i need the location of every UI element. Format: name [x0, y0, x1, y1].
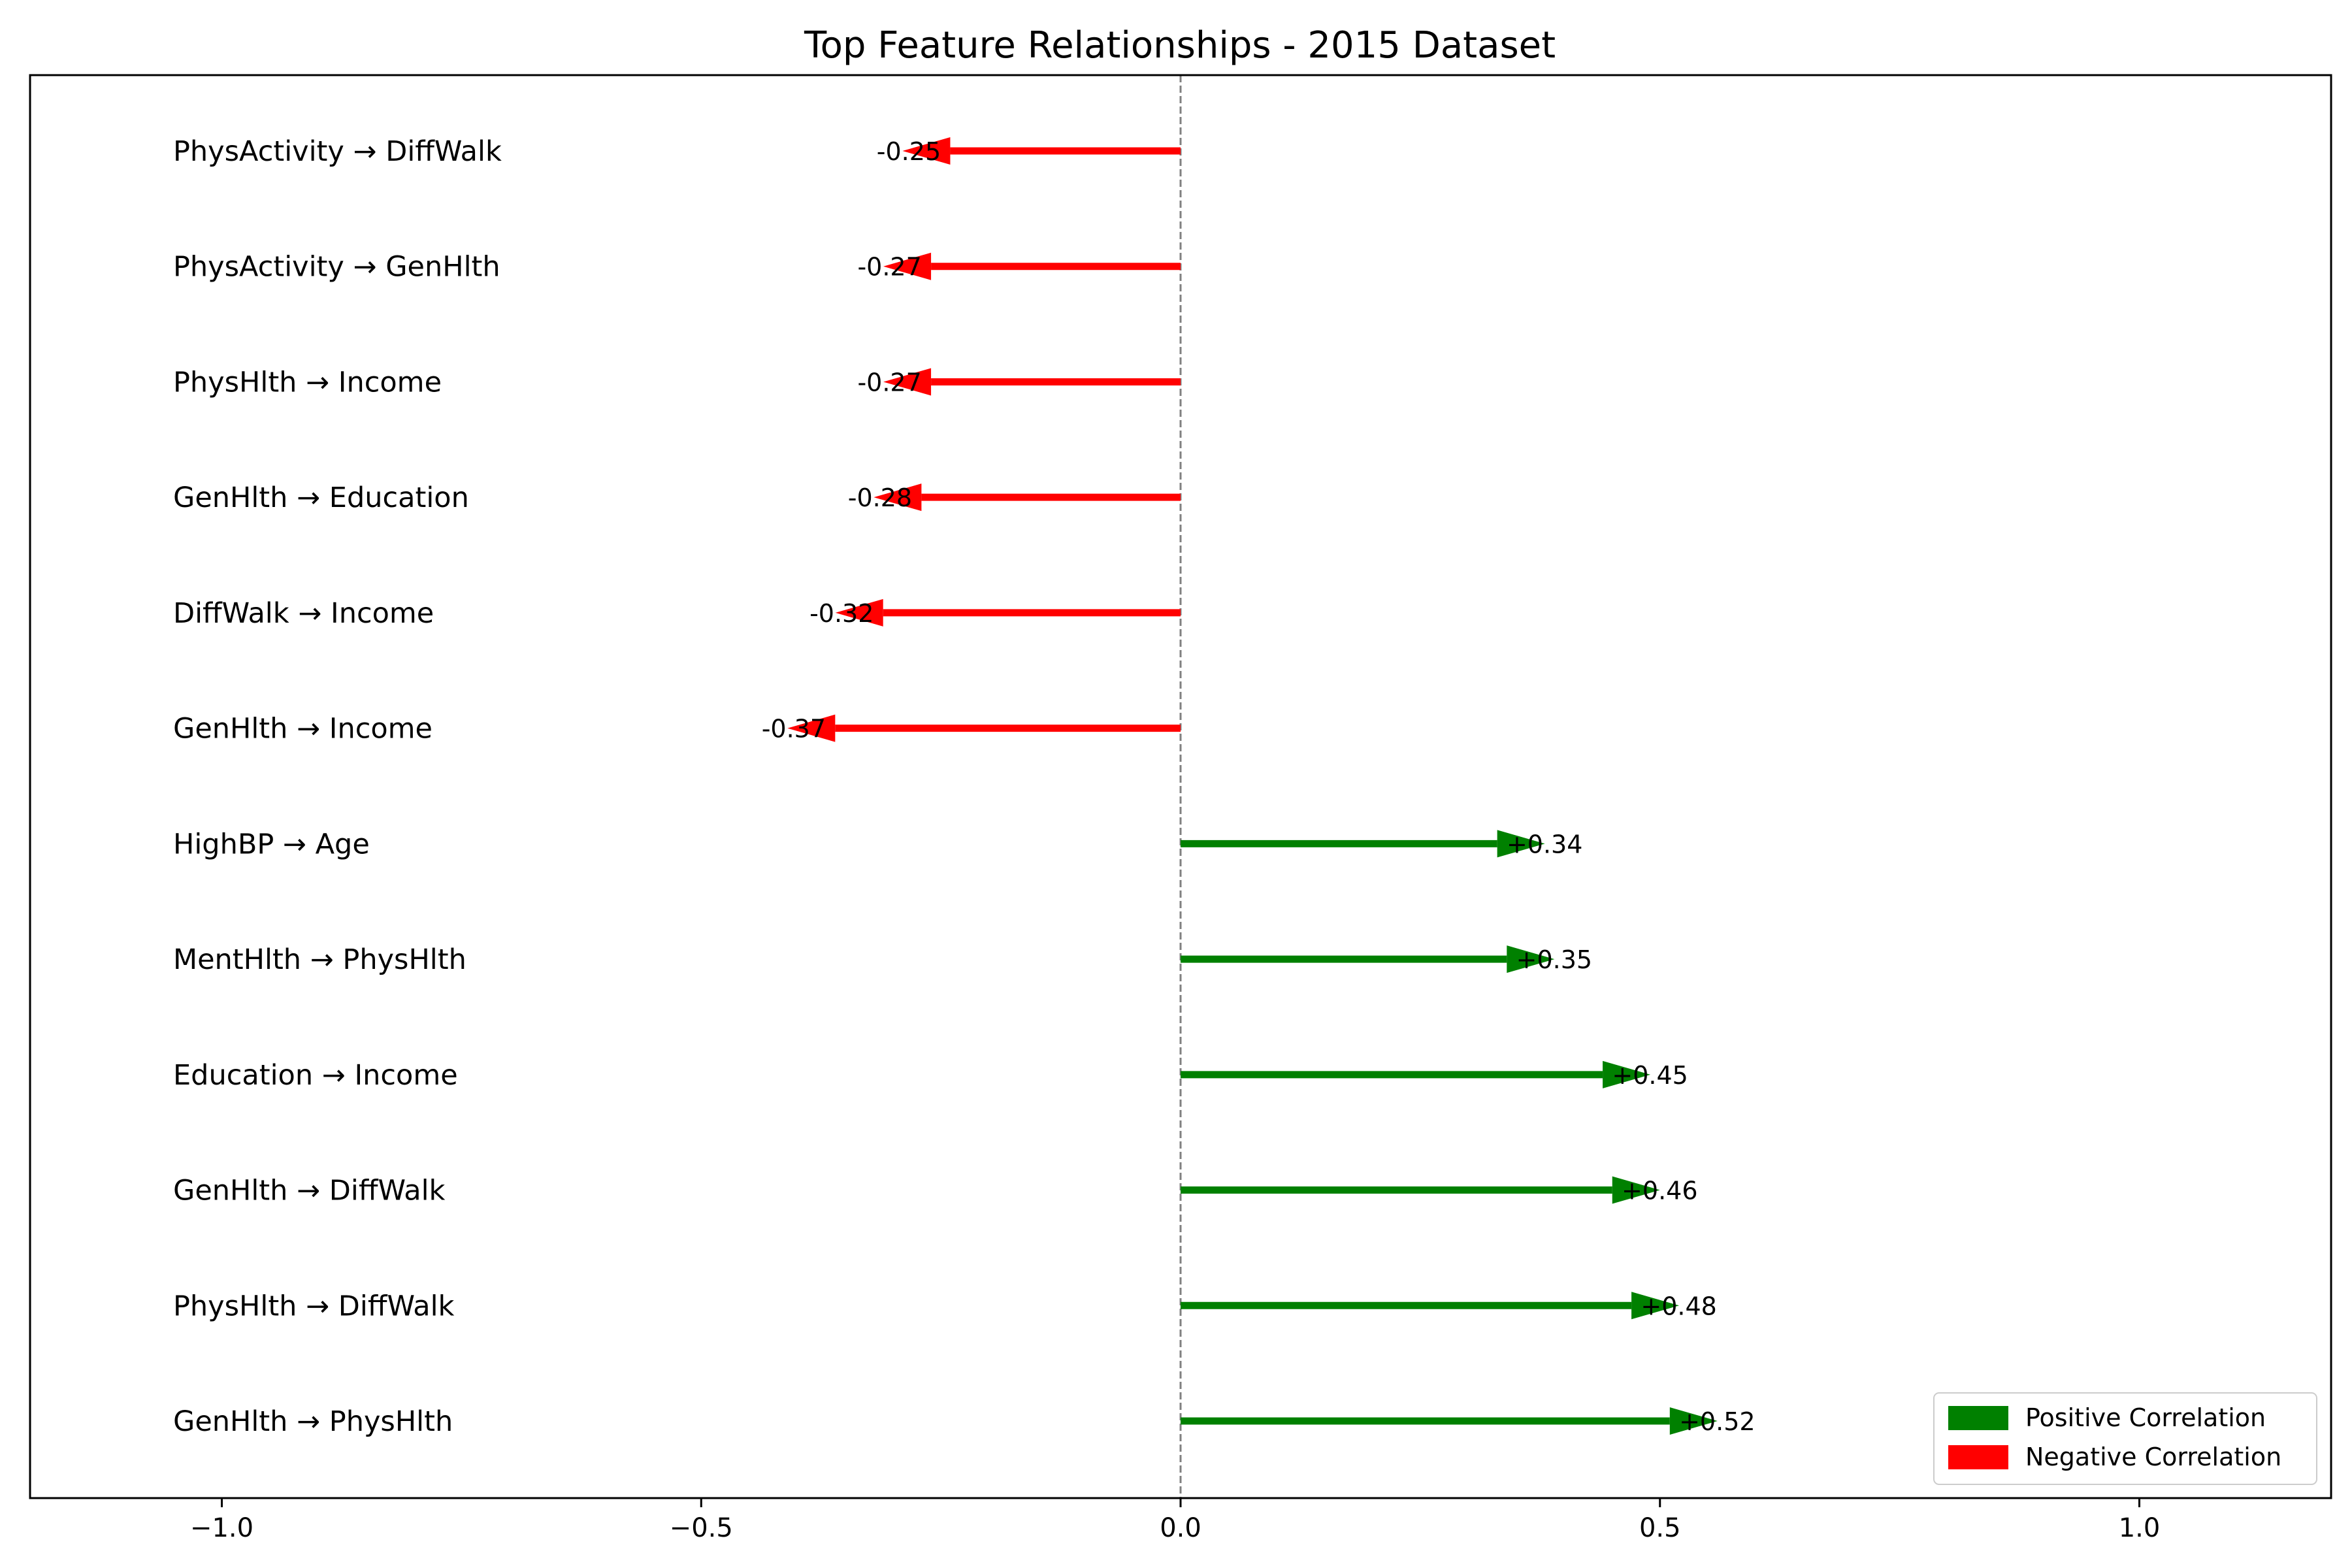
relationship-label: MentHlth → PhysHlth: [173, 943, 466, 976]
x-axis: −1.0 −0.5 0.0 0.5 1.0: [190, 1498, 2160, 1543]
value-label: -0.25: [877, 137, 941, 166]
x-tick-label: −1.0: [190, 1513, 253, 1543]
relationship-label: GenHlth → Income: [173, 713, 433, 745]
value-label: -0.28: [848, 483, 912, 512]
x-tick-label: −0.5: [670, 1513, 733, 1543]
relationship-label: PhysHlth → DiffWalk: [173, 1290, 455, 1322]
arrow-head: [902, 137, 951, 165]
arrow-head: [874, 483, 922, 512]
value-label: +0.46: [1622, 1177, 1697, 1205]
value-label: -0.27: [857, 368, 921, 397]
legend-swatch: [1948, 1406, 2008, 1430]
plot-area: PhysActivity → DiffWalk -0.25 PhysActivity…: [173, 75, 1756, 1498]
x-tick-label: 0.0: [1160, 1513, 1201, 1543]
chart-title: Top Feature Relationships - 2015 Dataset: [804, 24, 1556, 67]
value-label: +0.34: [1507, 830, 1582, 858]
arrow-head: [835, 598, 883, 627]
arrow-head: [1669, 1407, 1718, 1435]
value-label: -0.37: [762, 715, 826, 743]
relationship-label: DiffWalk → Income: [173, 597, 434, 630]
relationship-label: GenHlth → Education: [173, 482, 469, 514]
relationship-label: GenHlth → PhysHlth: [173, 1405, 453, 1438]
arrow-head: [1612, 1176, 1660, 1204]
value-label: +0.35: [1516, 945, 1592, 974]
value-label: -0.32: [809, 599, 874, 628]
relationship-label: PhysHlth → Income: [173, 366, 442, 399]
legend-box: [1933, 1392, 2317, 1485]
relationship-label: HighBP → Age: [173, 828, 370, 860]
relationship-label: PhysActivity → DiffWalk: [173, 135, 502, 168]
value-label: +0.52: [1679, 1407, 1755, 1436]
arrow-head: [1507, 945, 1555, 973]
arrow-head: [787, 714, 836, 742]
arrow-head: [1631, 1292, 1680, 1320]
relationship-label: GenHlth → DiffWalk: [173, 1175, 446, 1207]
arrow-head: [883, 252, 932, 280]
arrow-head: [883, 368, 932, 396]
arrow-head: [1497, 830, 1545, 858]
value-label: +0.45: [1612, 1061, 1688, 1090]
relationship-label: Education → Income: [173, 1059, 458, 1092]
legend-swatch: [1948, 1445, 2008, 1469]
relationship-label: PhysActivity → GenHlth: [173, 251, 500, 284]
legend-label: Negative Correlation: [2025, 1443, 2281, 1471]
legend-label: Positive Correlation: [2025, 1403, 2266, 1432]
x-tick-label: 0.5: [1639, 1513, 1681, 1543]
legend: Positive Correlation Negative Correlation: [1933, 1392, 2317, 1485]
value-label: -0.27: [857, 253, 921, 282]
value-label: +0.48: [1641, 1292, 1716, 1320]
arrow-head: [1603, 1060, 1651, 1088]
x-tick-label: 1.0: [2119, 1513, 2161, 1543]
